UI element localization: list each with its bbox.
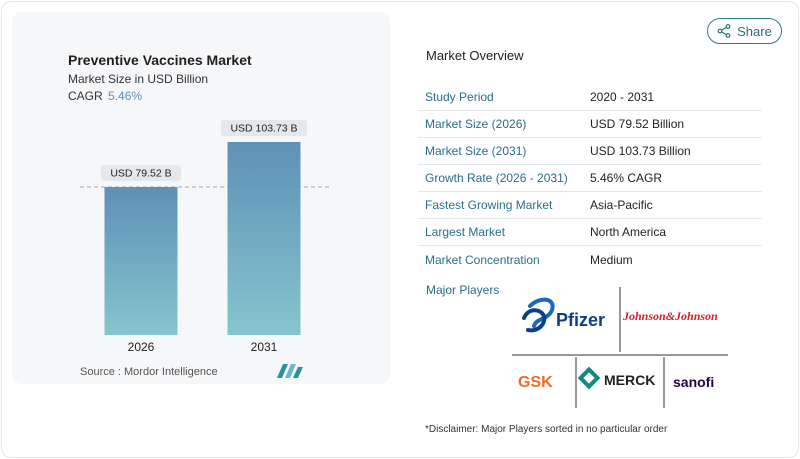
cagr-value: 5.46% — [108, 89, 143, 103]
overview-value: Medium — [590, 252, 633, 267]
pfizer-logo-text: Pfizer — [556, 310, 605, 330]
bar-2031 — [227, 142, 301, 335]
data-label-bg — [100, 165, 182, 182]
data-label: USD 79.52 B — [110, 168, 171, 180]
chart-card — [12, 12, 390, 384]
cagr-row: CAGR 5.46% — [68, 89, 142, 103]
overview-row-market-size-2026: Market Size (2026) USD 79.52 Billion — [418, 111, 762, 138]
merck-logo-text: MERCK — [604, 372, 655, 388]
bar-2026 — [104, 187, 178, 335]
gsk-logo: GSK — [518, 374, 553, 391]
overview-row-study-period: Study Period 2020 - 2031 — [418, 84, 762, 111]
bar-chart: USD 79.52 B 2026 USD 103.73 B 2031 — [80, 120, 330, 354]
overview-label: Market Size (2026) — [425, 117, 527, 131]
overview-row-concentration: Market Concentration Medium — [418, 246, 762, 273]
players-disclaimer: *Disclaimer: Major Players sorted in no … — [425, 424, 668, 435]
category-label: 2031 — [251, 340, 278, 354]
source-note: Source : Mordor Intelligence — [80, 366, 218, 378]
overview-label: Study Period — [425, 90, 494, 104]
overview-value: 5.46% CAGR — [590, 171, 663, 185]
overview-label: Growth Rate (2026 - 2031) — [425, 171, 568, 185]
data-label: USD 103.73 B — [230, 123, 297, 135]
overview-label: Market Concentration — [425, 252, 540, 267]
overview-row-largest-market: Largest Market North America — [418, 219, 762, 246]
overview-value: USD 79.52 Billion — [590, 117, 685, 131]
merck-logo: MERCK — [577, 366, 655, 390]
share-button[interactable]: Share — [707, 18, 782, 44]
mordor-intelligence-logo-icon — [277, 364, 303, 378]
sanofi-logo: sanofi — [673, 374, 714, 390]
overview-label: Fastest Growing Market — [425, 198, 553, 212]
market-overview-table: Study Period 2020 - 2031 Market Size (20… — [418, 84, 762, 273]
johnson-and-johnson-logo: Johnson&Johnson — [622, 309, 718, 323]
share-icon — [717, 24, 731, 38]
overview-row-fastest-growing: Fastest Growing Market Asia-Pacific — [418, 192, 762, 219]
chart-title: Preventive Vaccines Market — [68, 52, 252, 68]
pfizer-logo: Pfizer — [522, 297, 605, 333]
overview-value: Asia-Pacific — [590, 198, 653, 212]
overview-row-growth-rate: Growth Rate (2026 - 2031) 5.46% CAGR — [418, 165, 762, 192]
chart-subtitle: Market Size in USD Billion — [68, 72, 209, 86]
overview-label: Market Size (2031) — [425, 144, 527, 158]
market-overview-title: Market Overview — [426, 48, 524, 63]
category-label: 2026 — [128, 340, 155, 354]
overview-value: 2020 - 2031 — [590, 90, 655, 104]
overview-value: USD 103.73 Billion — [590, 144, 691, 158]
data-label-bg — [220, 120, 308, 136]
cagr-label: CAGR — [68, 89, 103, 103]
overview-row-market-size-2031: Market Size (2031) USD 103.73 Billion — [418, 138, 762, 165]
overview-value: North America — [590, 225, 667, 239]
overview-label: Largest Market — [425, 225, 506, 239]
share-label: Share — [737, 23, 772, 39]
major-players-label: Major Players — [426, 283, 500, 297]
